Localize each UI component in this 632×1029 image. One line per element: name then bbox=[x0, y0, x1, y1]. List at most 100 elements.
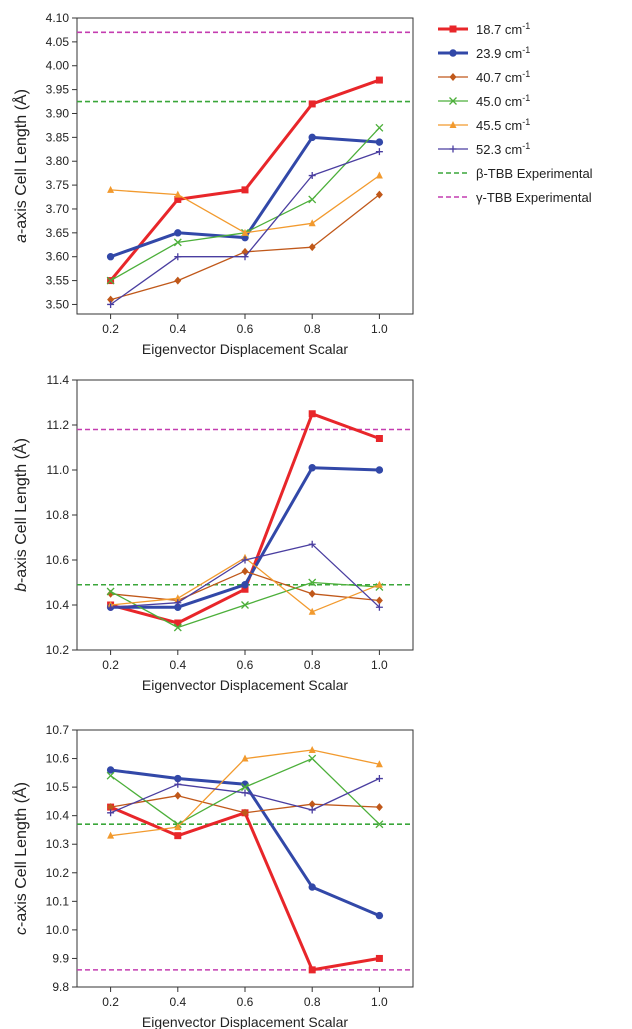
data-point bbox=[308, 410, 316, 418]
chart-panel-1: 0.2 0.4 0.6 0.8 1.0 3.50 3.55 3.60 3.65 3.70 3.75 3… bbox=[11, 11, 414, 357]
data-point bbox=[174, 190, 182, 198]
legend-label: 18.7 cm-1 bbox=[476, 21, 530, 37]
legend-number: 18.7 cm bbox=[476, 22, 522, 37]
data-point bbox=[375, 580, 383, 588]
data-point bbox=[241, 567, 249, 576]
data-point bbox=[106, 276, 115, 285]
legend-item: 23.9 cm-1 bbox=[438, 45, 530, 61]
legend-item: 52.3 cm-1 bbox=[438, 141, 530, 157]
data-point bbox=[174, 780, 182, 788]
y-tick-label: 10.2 bbox=[46, 643, 70, 657]
data-point bbox=[241, 783, 249, 792]
data-point bbox=[241, 228, 249, 236]
x-tick-label: 0.2 bbox=[102, 322, 119, 336]
data-point bbox=[174, 195, 182, 203]
data-point bbox=[174, 823, 182, 831]
chart-panel-2: 0.2 0.4 0.6 0.8 1.0 10.2 10.4 10.6 10.8 11.0 11.2 1… bbox=[11, 373, 414, 693]
data-point bbox=[308, 754, 317, 763]
y-tick-label: 3.80 bbox=[46, 154, 70, 168]
y-axis-title-italic: b bbox=[13, 583, 30, 592]
data-point bbox=[375, 954, 383, 962]
legend-superscript: -1 bbox=[522, 21, 530, 31]
data-point bbox=[106, 253, 115, 261]
data-point bbox=[375, 190, 383, 199]
x-tick-label: 0.6 bbox=[237, 322, 254, 336]
data-point bbox=[174, 253, 182, 261]
chart-panel-3: 0.2 0.4 0.6 0.8 1.0 9.8 9.9 10.0 10.1 10.2 10.3 10.… bbox=[11, 723, 414, 1029]
legend-item: 40.7 cm-1 bbox=[438, 69, 530, 85]
data-point bbox=[375, 171, 383, 179]
y-tick-label: 3.95 bbox=[46, 83, 70, 97]
data-point bbox=[174, 599, 182, 607]
y-tick-label: 11.4 bbox=[47, 373, 70, 387]
y-tick-label: 4.10 bbox=[46, 11, 70, 25]
data-point bbox=[308, 464, 316, 472]
data-point bbox=[107, 300, 115, 308]
series-line bbox=[110, 805, 380, 972]
y-tick-label: 3.60 bbox=[46, 250, 70, 264]
data-point bbox=[107, 831, 115, 839]
data-point bbox=[375, 775, 383, 783]
data-point bbox=[375, 123, 384, 132]
x-tick-label: 0.2 bbox=[102, 658, 119, 672]
data-point bbox=[308, 806, 316, 814]
x-tick-label: 0.8 bbox=[304, 995, 321, 1009]
x-axis-title: Eigenvector Displacement Scalar bbox=[142, 677, 349, 693]
y-axis-title: c-axis Cell Length (Å) bbox=[11, 782, 30, 935]
series-line bbox=[110, 174, 380, 234]
y-tick-label: 10.6 bbox=[46, 553, 70, 567]
data-point bbox=[241, 556, 249, 564]
data-point bbox=[241, 581, 249, 589]
data-point bbox=[308, 195, 317, 204]
y-tick-label: 4.05 bbox=[46, 35, 70, 49]
legend-label: 40.7 cm-1 bbox=[476, 69, 530, 85]
data-point bbox=[375, 148, 383, 156]
y-tick-label: 3.75 bbox=[46, 178, 70, 192]
data-point bbox=[174, 594, 182, 602]
legend-superscript: -1 bbox=[522, 117, 530, 127]
legend-label: β-TBB Experimental bbox=[476, 166, 593, 181]
y-tick-label: 10.4 bbox=[46, 598, 70, 612]
legend-marker bbox=[449, 25, 457, 33]
x-tick-label: 0.4 bbox=[169, 995, 186, 1009]
data-point bbox=[106, 766, 115, 774]
data-point bbox=[308, 219, 316, 227]
legend-marker bbox=[449, 145, 457, 153]
y-tick-label: 3.85 bbox=[46, 130, 70, 144]
data-point bbox=[308, 100, 316, 108]
legend-marker bbox=[449, 97, 457, 105]
data-point bbox=[308, 589, 316, 598]
legend-item: γ-TBB Experimental bbox=[438, 190, 592, 205]
data-point bbox=[173, 623, 182, 632]
legend-superscript: -1 bbox=[522, 69, 530, 79]
data-point bbox=[106, 587, 115, 596]
data-point bbox=[308, 578, 317, 587]
legend-marker bbox=[449, 73, 457, 81]
data-point bbox=[375, 435, 383, 442]
legend-item: 45.0 cm-1 bbox=[438, 93, 530, 109]
y-axis-title: a-axis Cell Length (Å) bbox=[11, 89, 30, 243]
data-point bbox=[174, 832, 182, 840]
y-axis-title-italic: c bbox=[13, 927, 30, 935]
data-point bbox=[308, 540, 316, 548]
x-tick-label: 0.4 bbox=[169, 322, 186, 336]
y-tick-label: 10.1 bbox=[46, 894, 70, 908]
legend-superscript: -1 bbox=[522, 45, 530, 55]
data-point bbox=[174, 774, 182, 783]
data-point bbox=[375, 76, 383, 84]
x-tick-label: 0.8 bbox=[304, 658, 321, 672]
y-tick-label: 3.90 bbox=[46, 106, 70, 120]
data-point bbox=[241, 585, 249, 593]
data-point bbox=[174, 619, 182, 627]
y-tick-label: 10.3 bbox=[46, 837, 70, 851]
data-point bbox=[174, 791, 182, 800]
plot-frame bbox=[76, 729, 414, 988]
x-axis-title: Eigenvector Displacement Scalar bbox=[142, 341, 349, 357]
y-tick-label: 3.50 bbox=[46, 297, 70, 311]
x-tick-label: 1.0 bbox=[371, 995, 388, 1009]
data-point bbox=[107, 185, 115, 193]
y-tick-label: 9.8 bbox=[52, 980, 69, 994]
data-point bbox=[241, 789, 249, 797]
data-point bbox=[308, 607, 316, 615]
data-point bbox=[107, 809, 115, 817]
